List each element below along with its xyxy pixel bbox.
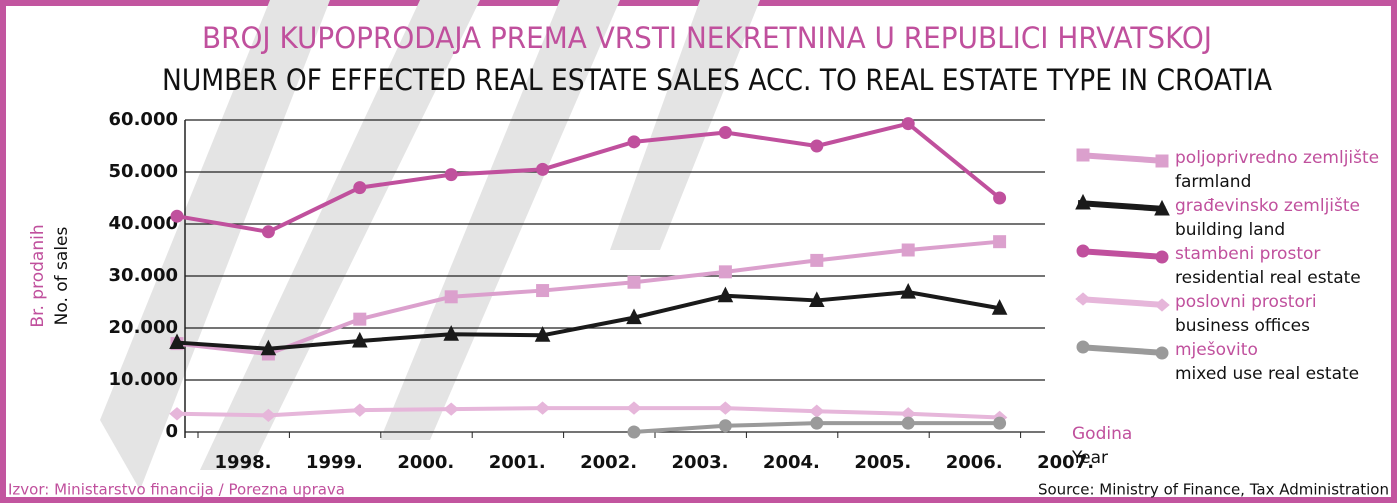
- legend-swatch: [1078, 203, 1165, 209]
- legend-marker: [1156, 251, 1168, 263]
- y-tick-label: 0: [165, 421, 178, 442]
- data-point: [994, 192, 1006, 204]
- x-tick-label: 2007.: [1037, 452, 1094, 473]
- series-line: [177, 124, 1000, 232]
- data-point: [719, 126, 731, 138]
- legend-marker: [1077, 245, 1089, 257]
- legend-marker: [1156, 347, 1168, 359]
- x-tick-label: 2005.: [854, 452, 911, 473]
- legend-marker: [1156, 155, 1168, 167]
- x-tick-label: 1999.: [306, 452, 363, 473]
- y-tick-label: 20.000: [109, 317, 178, 338]
- data-point: [170, 408, 184, 420]
- y-tick-label: 10.000: [109, 369, 178, 390]
- legend-marker: [1155, 299, 1169, 311]
- legend-label-en: residential real estate: [1175, 268, 1361, 288]
- data-point: [628, 276, 640, 288]
- data-point: [811, 417, 823, 429]
- data-point: [537, 163, 549, 175]
- data-point: [536, 402, 550, 414]
- data-point: [354, 182, 366, 194]
- source: Izvor: Ministarstvo financija / Porezna …: [8, 481, 345, 499]
- legend-swatch: [1078, 155, 1165, 161]
- y-axis-label: Br. prodanih: [28, 224, 48, 327]
- x-tick-label: 1998.: [215, 452, 272, 473]
- x-tick-label: 2004.: [763, 452, 820, 473]
- legend-label-en: business offices: [1175, 316, 1310, 336]
- x-tick-label: 2001.: [489, 452, 546, 473]
- chart: BROJ KUPOPRODAJA PREMA VRSTI NEKRETNINA …: [0, 0, 1397, 503]
- data-point: [718, 402, 732, 414]
- legend-swatch: [1078, 347, 1165, 353]
- data-point: [445, 169, 457, 181]
- y-tick-label: 40.000: [109, 213, 178, 234]
- data-point: [445, 291, 457, 303]
- y-tick-label: 50.000: [109, 161, 178, 182]
- data-point: [902, 244, 914, 256]
- data-point: [262, 226, 274, 238]
- data-point: [444, 403, 458, 415]
- data-point: [810, 405, 824, 417]
- legend-label: stambeni prostor: [1175, 244, 1320, 264]
- legend-marker: [1077, 149, 1089, 161]
- data-point: [537, 285, 549, 297]
- data-point: [902, 118, 914, 130]
- x-tick-label: 2003.: [672, 452, 729, 473]
- x-tick-label: 2006.: [946, 452, 1003, 473]
- data-point: [719, 420, 731, 432]
- data-point: [353, 404, 367, 416]
- legend-marker: [1077, 341, 1089, 353]
- legend-label: mješovito: [1175, 340, 1258, 360]
- data-point: [902, 417, 914, 429]
- data-point: [994, 236, 1006, 248]
- y-tick-label: 60.000: [109, 109, 178, 130]
- data-point: [354, 313, 366, 325]
- x-tick-label: 2002.: [580, 452, 637, 473]
- legend-label: poslovni prostori: [1175, 292, 1317, 312]
- legend-marker: [1076, 293, 1090, 305]
- x-axis-label: Godina: [1072, 424, 1132, 444]
- legend-label-en: farmland: [1175, 172, 1251, 192]
- data-point: [719, 266, 731, 278]
- data-point: [994, 417, 1006, 429]
- series-line: [177, 408, 1000, 417]
- chart-title: BROJ KUPOPRODAJA PREMA VRSTI NEKRETNINA …: [202, 21, 1212, 55]
- source-en: Source: Ministry of Finance, Tax Adminis…: [1038, 481, 1389, 499]
- legend-swatch: [1078, 299, 1165, 305]
- data-point: [811, 140, 823, 152]
- chart-subtitle: NUMBER OF EFFECTED REAL ESTATE SALES ACC…: [162, 63, 1272, 97]
- legend-label-en: mixed use real estate: [1175, 364, 1359, 384]
- data-point: [628, 426, 640, 438]
- legend-swatch: [1078, 251, 1165, 257]
- legend-label: građevinsko zemljište: [1175, 196, 1360, 216]
- y-axis-label-en: No. of sales: [52, 226, 72, 325]
- data-point: [627, 402, 641, 414]
- data-point: [628, 136, 640, 148]
- data-point: [171, 210, 183, 222]
- x-tick-label: 2000.: [397, 452, 454, 473]
- legend-label-en: building land: [1175, 220, 1285, 240]
- legend-label: poljoprivredno zemljište: [1175, 148, 1379, 168]
- y-tick-label: 30.000: [109, 265, 178, 286]
- data-point: [811, 254, 823, 266]
